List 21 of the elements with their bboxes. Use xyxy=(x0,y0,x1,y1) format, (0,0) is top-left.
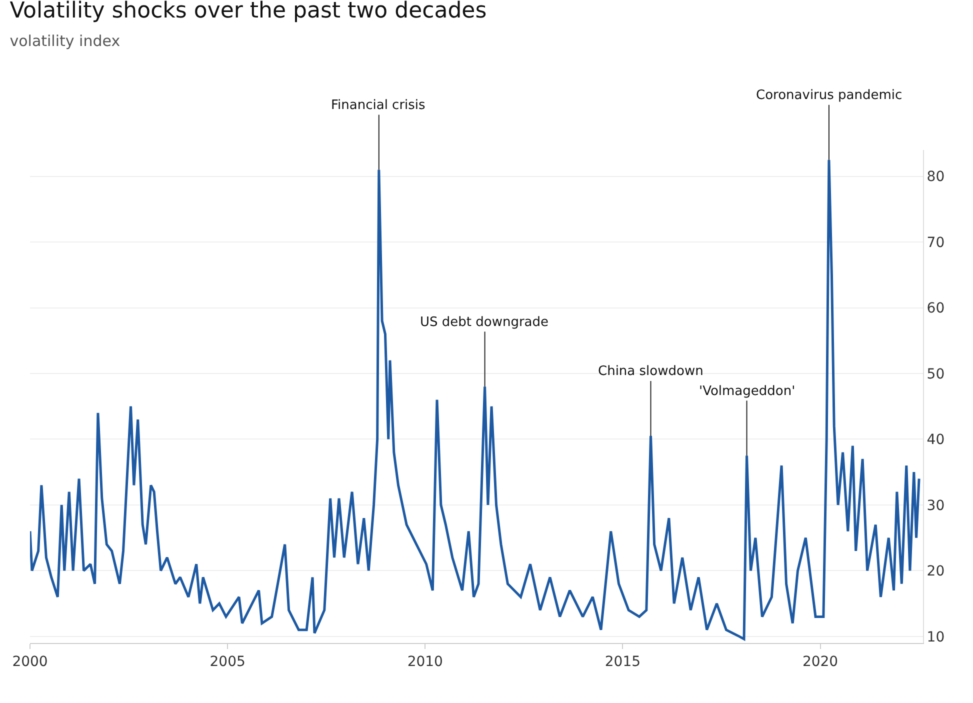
y-tick-label: 40 xyxy=(926,432,945,448)
y-tick-label: 10 xyxy=(926,629,945,646)
annotation: US debt downgrade xyxy=(420,315,549,330)
x-tick-label: 2015 xyxy=(604,654,641,670)
x-tick-label: 2010 xyxy=(407,654,443,670)
chart-title: Volatility shocks over the past two decades xyxy=(10,0,487,24)
y-tick-label: 30 xyxy=(926,498,945,514)
y-tick-label: 50 xyxy=(926,366,945,382)
y-tick-label: 60 xyxy=(926,300,945,317)
x-tick-label: 2005 xyxy=(210,654,246,670)
chart-subtitle: volatility index xyxy=(10,32,120,50)
y-tick-label: 20 xyxy=(926,564,945,580)
annotation: Financial crisis xyxy=(331,98,426,113)
annotation: 'Volmageddon' xyxy=(699,384,796,399)
y-tick-label: 80 xyxy=(926,169,945,186)
annotation: China slowdown xyxy=(598,364,704,379)
y-tick-label: 70 xyxy=(926,234,945,251)
line-series xyxy=(30,158,920,640)
x-tick-label: 2020 xyxy=(802,654,838,670)
x-tick-label: 2000 xyxy=(12,654,48,670)
annotation: Coronavirus pandemic xyxy=(756,88,902,103)
